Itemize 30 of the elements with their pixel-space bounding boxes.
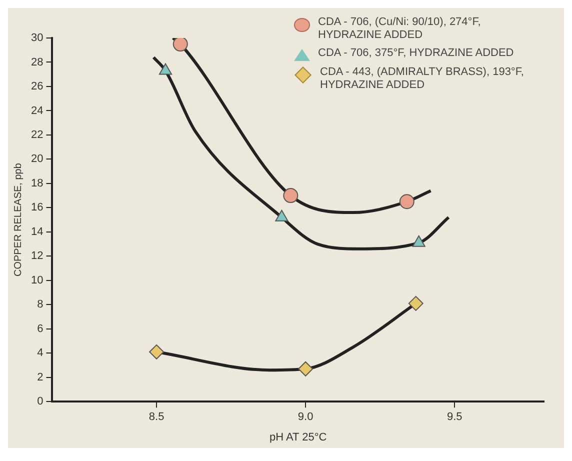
y-tick-label: 14 xyxy=(30,226,44,238)
point xyxy=(172,38,188,52)
x-tick-label: 9.5 xyxy=(446,411,462,424)
y-tick-label: 22 xyxy=(30,128,44,141)
y-tick-label: 18 xyxy=(30,177,44,190)
point xyxy=(149,344,164,360)
point xyxy=(408,296,424,311)
y-tick-label: 2 xyxy=(37,371,44,384)
y-tick-label: 8 xyxy=(37,298,44,311)
legend-label: CDA - 443, (ADMIRALTY BRASS), 193°F, HYDRAZINE ADDED xyxy=(320,66,525,92)
y-tick-label: 6 xyxy=(37,322,44,335)
y-tick-label: 4 xyxy=(37,347,44,360)
y-tick-label: 16 xyxy=(30,202,44,214)
point xyxy=(399,194,414,210)
legend-label: CDA - 706, (Cu/Ni: 90/10), 274°F, HYDRAZINE ADDED xyxy=(318,16,482,42)
point xyxy=(283,188,298,204)
y-tick-label: 20 xyxy=(30,153,44,166)
y-tick-label: 12 xyxy=(30,250,44,262)
y-tick-label: 28 xyxy=(30,56,44,68)
x-tick-label: 9.0 xyxy=(298,411,314,424)
y-tick-label: 26 xyxy=(30,80,44,93)
x-tick-label: 8.5 xyxy=(148,411,164,424)
y-tick-label: 10 xyxy=(30,274,44,286)
y-tick-label: 0 xyxy=(37,396,44,408)
y-tick-label: 30 xyxy=(30,32,44,44)
point xyxy=(298,361,314,376)
legend-label: CDA - 706, 375°F, HYDRAZINE ADDED xyxy=(318,47,514,60)
y-tick-label: 24 xyxy=(30,104,44,117)
y-axis-title: COPPER RELEASE, ppb xyxy=(12,162,24,276)
x-axis-title: pH AT 25°C xyxy=(270,431,327,444)
